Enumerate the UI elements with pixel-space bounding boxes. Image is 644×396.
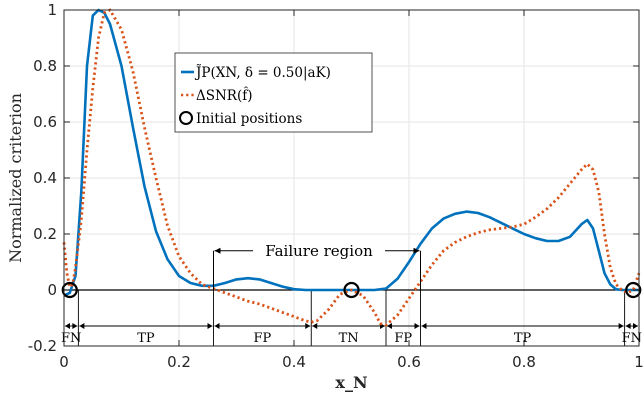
x-tick-label: 1 — [634, 353, 644, 371]
region-arrowhead — [207, 323, 213, 329]
axis-labels: x_N Normalized criterion — [6, 93, 368, 392]
region-arrowhead — [633, 323, 638, 329]
x-tick-label: 0.8 — [512, 353, 536, 371]
region-arrowhead — [618, 323, 624, 329]
legend: J̃P(XN, δ = 0.50|aK) ΔSNR(f̂) Initial posi… — [174, 52, 373, 133]
y-tick-label: 1 — [47, 1, 57, 19]
region-label: TN — [339, 331, 359, 346]
region-label: FP — [394, 331, 412, 346]
x-tick-label: 0.2 — [167, 353, 191, 371]
y-axis-label: Normalized criterion — [6, 93, 25, 263]
x-tick-label: 0.4 — [282, 353, 306, 371]
plot-frame — [63, 9, 640, 347]
y-tick-label: 0.4 — [33, 169, 57, 187]
region-arrowhead — [387, 323, 392, 329]
region-arrowhead — [414, 323, 420, 329]
failure-region-arrowhead — [214, 247, 221, 254]
region-arrowhead — [79, 323, 85, 329]
region-label: TP — [137, 331, 155, 346]
x-axis-label: x_N — [335, 373, 367, 392]
legend-entry-label: Initial positions — [196, 111, 302, 127]
initial-position-marker — [625, 281, 642, 299]
x-tick-label: 0.6 — [397, 353, 421, 371]
initial-position-marker — [343, 281, 360, 299]
legend-box — [174, 52, 373, 133]
region-arrowhead — [72, 323, 78, 329]
region-label: FN — [622, 331, 642, 346]
region-bands: FN TP FP TN FP TP FN — [61, 290, 642, 346]
initial-position-markers — [61, 281, 642, 299]
y-tick-label: -0.2 — [28, 337, 57, 355]
tick-labels: 0 0.2 0.4 0.6 0.8 1-0.200.20.40.60.81 — [28, 1, 644, 371]
region-arrowhead — [65, 323, 70, 329]
legend-marker-initial-positions — [179, 111, 193, 125]
initial-position-marker — [61, 281, 78, 299]
region-arrowhead — [421, 323, 427, 329]
region-arrowhead — [312, 323, 318, 329]
legend-entry-label: J̃P(XN, δ = 0.50|aK) — [194, 65, 331, 81]
region-label: FN — [61, 331, 81, 346]
failure-region-arrowhead — [413, 247, 420, 254]
legend-entry-label: ΔSNR(f̂) — [196, 87, 253, 104]
region-arrowhead — [305, 323, 311, 329]
failure-region-annotation: Failure region — [213, 242, 421, 290]
y-tick-label: 0 — [47, 281, 57, 299]
y-tick-label: 0.2 — [33, 225, 57, 243]
x-tick-label: 0 — [59, 353, 69, 371]
region-label: TP — [514, 331, 532, 346]
y-tick-label: 0.8 — [33, 57, 57, 75]
failure-region-label: Failure region — [265, 242, 373, 260]
region-arrowhead — [625, 323, 631, 329]
y-tick-label: 0.6 — [33, 113, 57, 131]
region-arrowhead — [214, 323, 220, 329]
region-label: FP — [253, 331, 271, 346]
